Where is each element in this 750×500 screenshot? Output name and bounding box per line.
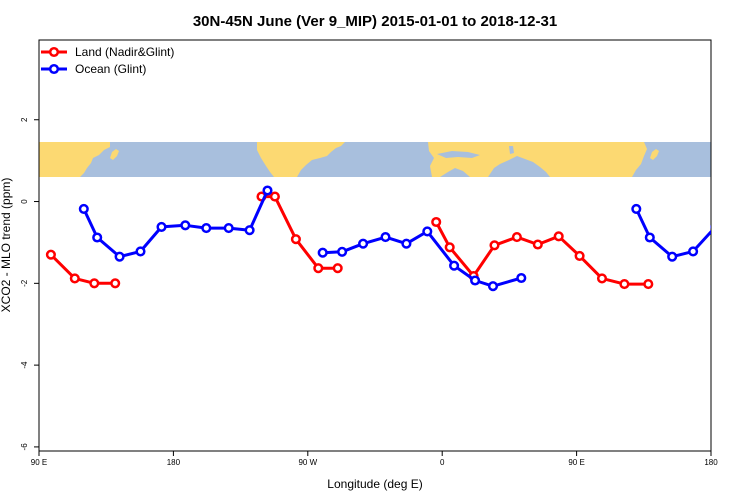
map-land-eurasia-left [39, 142, 110, 177]
data-point-land [313, 263, 324, 274]
data-point-ocean [156, 221, 167, 232]
legend-marker-ocean [48, 63, 60, 75]
data-point-land [444, 242, 455, 253]
data-point-ocean [631, 203, 642, 214]
map-land-mediterranean [437, 151, 480, 158]
legend: Land (Nadir&Glint) Ocean (Glint) [41, 45, 174, 76]
data-point-land [619, 279, 630, 290]
data-point-ocean [710, 224, 711, 230]
map-ocean-pacific-right [632, 142, 711, 177]
world-map-strip [39, 142, 711, 177]
series-line-ocean [82, 189, 269, 259]
x-tick-label: 0 [440, 458, 445, 467]
y-axis-label: XCO2 - MLO trend (ppm) [0, 178, 13, 313]
series-line-land [49, 253, 116, 285]
data-point-ocean [487, 281, 499, 292]
data-point-ocean [667, 251, 678, 262]
data-point-ocean [422, 226, 433, 237]
data-point-ocean [516, 272, 527, 284]
data-point-land [489, 240, 500, 251]
data-point-ocean [401, 238, 412, 249]
y-tick-label: 0 [20, 199, 29, 204]
data-point-land [574, 250, 585, 261]
y-tick-label: -6 [20, 443, 29, 451]
data-point-land [45, 249, 56, 260]
data-point-land [596, 273, 608, 284]
map-land-japan-left [110, 149, 119, 160]
x-axis-label: Longitude (deg E) [327, 477, 422, 491]
x-axis-ticks: 90 E 180 90 W 0 90 E 180 [31, 451, 718, 467]
y-axis-ticks: -6 -4 -2 0 2 [20, 117, 39, 451]
data-point-ocean [449, 260, 460, 271]
series-layer [45, 185, 711, 292]
x-tick-label: 90 W [298, 458, 317, 467]
chart-title: 30N-45N June (Ver 9_MIP) 2015-01-01 to 2… [193, 13, 557, 30]
data-point-land [290, 234, 301, 245]
legend-label-ocean: Ocean (Glint) [75, 62, 146, 76]
series-line-land [261, 195, 338, 270]
y-tick-label: -4 [20, 361, 29, 369]
data-point-ocean [180, 220, 191, 231]
data-point-ocean [470, 275, 481, 286]
data-point-land [89, 278, 100, 289]
data-point-land [511, 232, 522, 243]
y-tick-label: 2 [20, 117, 29, 122]
plot-frame [38, 39, 712, 452]
data-point-ocean [114, 251, 125, 262]
data-point-ocean [223, 223, 234, 234]
data-point-ocean [244, 225, 255, 236]
data-point-ocean [380, 232, 391, 243]
series-line-ocean [322, 229, 522, 288]
data-point-land [110, 278, 121, 289]
data-point-ocean [644, 232, 655, 243]
data-point-land [332, 263, 343, 274]
x-tick-label: 180 [704, 458, 718, 467]
x-tick-label: 90 E [31, 458, 47, 467]
data-point-ocean [337, 246, 348, 257]
data-point-land [532, 239, 543, 250]
map-land-caspian [509, 146, 514, 154]
data-point-ocean [262, 185, 273, 196]
map-land-japan-right [650, 149, 659, 160]
data-point-ocean [688, 246, 699, 257]
data-point-land [69, 273, 80, 284]
data-point-ocean [317, 247, 328, 258]
y-tick-label: -2 [20, 279, 29, 287]
data-point-land [269, 191, 280, 202]
data-point-land [431, 216, 442, 228]
x-tick-label: 180 [167, 458, 181, 467]
legend-marker-land [48, 46, 60, 58]
legend-label-land: Land (Nadir&Glint) [75, 45, 174, 59]
data-point-ocean [92, 232, 103, 243]
data-point-ocean [78, 203, 89, 214]
data-point-ocean [135, 246, 146, 257]
map-land-north-america [257, 142, 345, 177]
data-point-land [553, 231, 564, 242]
data-point-land [643, 279, 654, 290]
data-point-ocean [201, 223, 212, 234]
x-tick-label: 90 E [568, 458, 584, 467]
data-point-ocean [358, 238, 369, 249]
